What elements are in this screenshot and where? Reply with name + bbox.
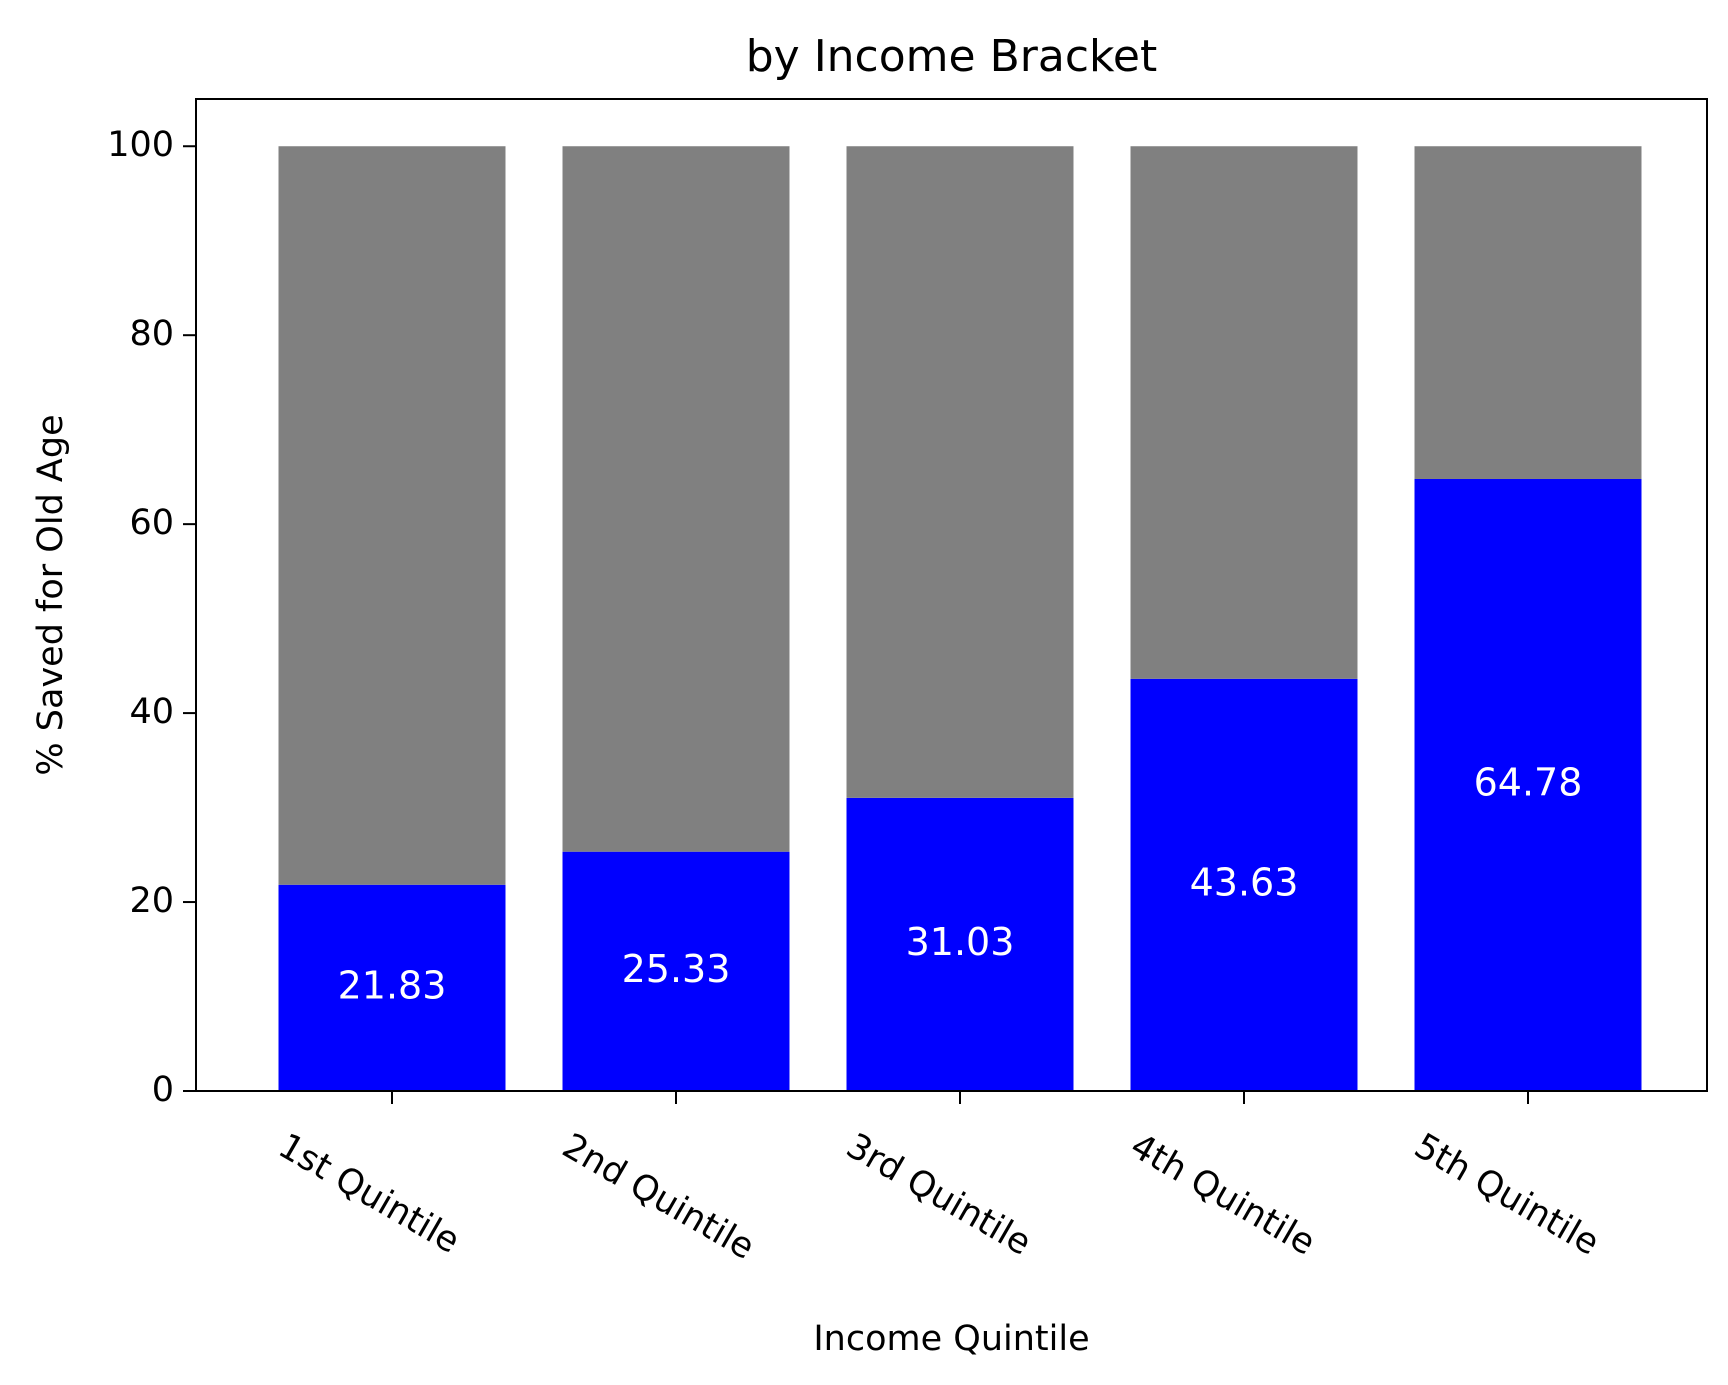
x-tick-label-5: 5th Quintile — [1408, 1126, 1606, 1263]
axes-frame — [195, 98, 1708, 1092]
y-tick-label-60: 60 — [129, 503, 174, 543]
chart-title: by Income Bracket — [746, 31, 1158, 82]
bar-saved-4 — [1130, 678, 1358, 1091]
bar-remainder-5 — [1414, 146, 1642, 479]
data-label-3: 31.03 — [906, 920, 1015, 964]
bar-remainder-1 — [278, 146, 506, 885]
data-label-4: 43.63 — [1190, 860, 1299, 904]
x-axis: 1st Quintile 2nd Quintile 3rd Quintile 4th … — [272, 1091, 1606, 1268]
bar-remainder-2 — [562, 146, 790, 852]
y-tick-label-40: 40 — [129, 692, 174, 732]
data-label-2: 25.33 — [622, 947, 731, 991]
bar-remainder-4 — [1130, 146, 1358, 679]
x-tick-label-2: 2nd Quintile — [556, 1126, 761, 1268]
data-label-1: 21.83 — [338, 963, 447, 1007]
bar-saved-2 — [562, 851, 790, 1091]
x-tick-label-4: 4th Quintile — [1124, 1126, 1322, 1263]
bar-saved-1 — [278, 884, 506, 1091]
y-tick-label-0: 0 — [152, 1070, 174, 1110]
bar-remainder-3 — [846, 146, 1074, 798]
y-tick-label-100: 100 — [107, 125, 174, 165]
bar-saved-5 — [1414, 478, 1642, 1091]
data-labels-layer: 21.83 25.33 31.03 43.63 64.78 — [338, 760, 1583, 1007]
y-axis-label: % Saved for Old Age — [31, 414, 71, 775]
data-label-5: 64.78 — [1474, 760, 1583, 804]
y-axis: 0 20 40 60 80 100 — [107, 125, 196, 1110]
y-tick-label-20: 20 — [129, 881, 174, 921]
bars-layer — [278, 146, 1642, 1091]
bar-saved-3 — [846, 797, 1074, 1091]
x-tick-label-3: 3rd Quintile — [840, 1126, 1038, 1264]
y-tick-label-80: 80 — [129, 314, 174, 354]
x-axis-label: Income Quintile — [813, 1319, 1089, 1359]
x-tick-label-1: 1st Quintile — [272, 1126, 467, 1261]
